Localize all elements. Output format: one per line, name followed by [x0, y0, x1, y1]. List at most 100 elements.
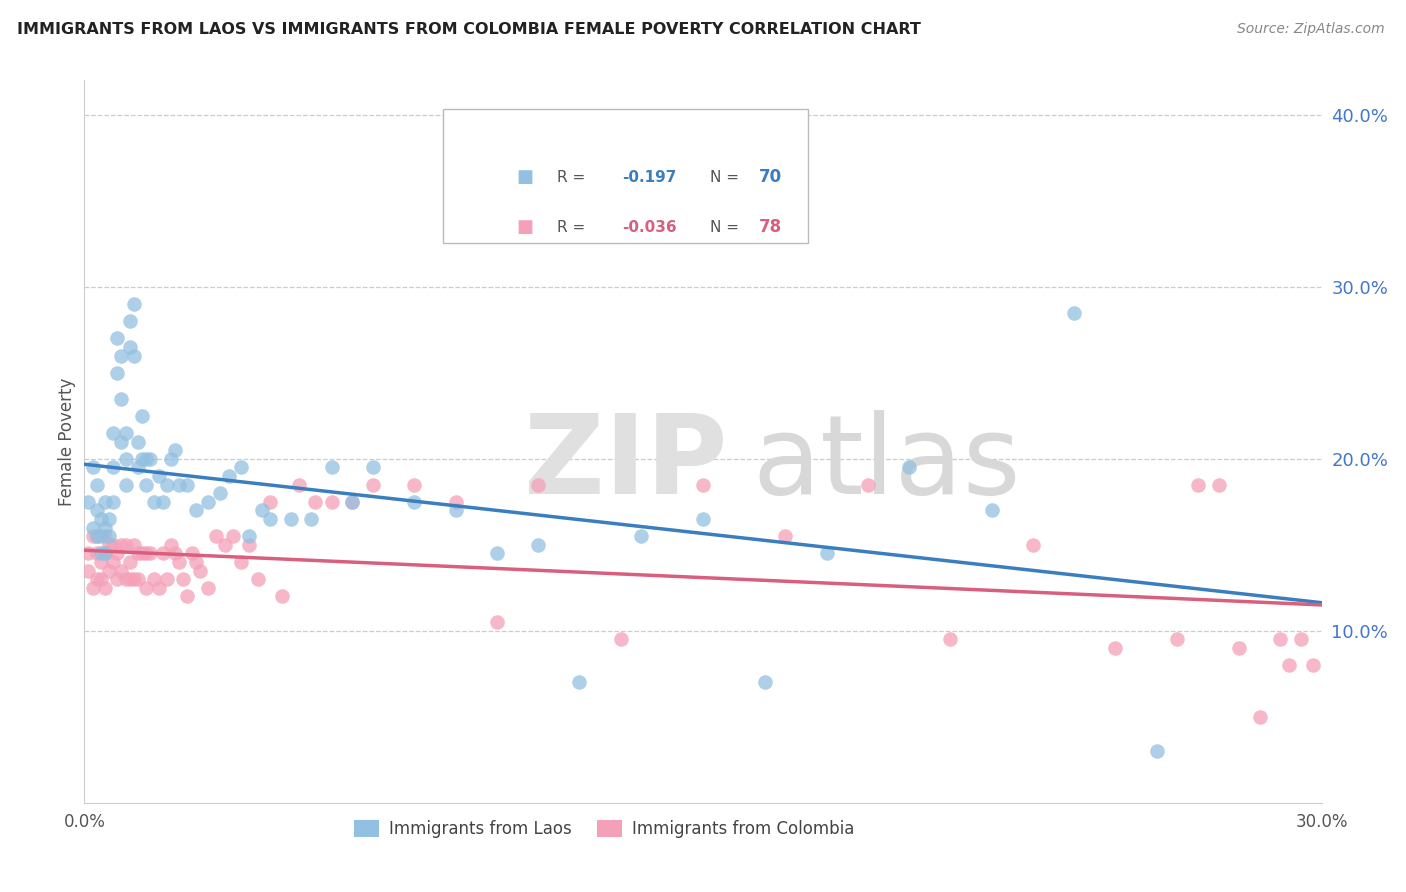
Point	[361, 477, 384, 491]
Point	[444, 503, 467, 517]
Point	[127, 572, 149, 586]
Point	[815, 546, 838, 560]
Point	[1208, 477, 1230, 491]
Point	[404, 477, 426, 491]
Point	[105, 331, 128, 345]
Point	[86, 572, 108, 586]
Point	[86, 477, 108, 491]
Point	[160, 538, 183, 552]
Point	[1022, 538, 1045, 552]
Point	[103, 460, 125, 475]
Text: ZIP: ZIP	[524, 409, 728, 516]
Point	[692, 477, 714, 491]
FancyBboxPatch shape	[443, 109, 808, 243]
Point	[131, 546, 153, 560]
Point	[139, 451, 162, 466]
Text: IMMIGRANTS FROM LAOS VS IMMIGRANTS FROM COLOMBIA FEMALE POVERTY CORRELATION CHAR: IMMIGRANTS FROM LAOS VS IMMIGRANTS FROM …	[17, 22, 921, 37]
Point	[110, 349, 132, 363]
Point	[110, 392, 132, 406]
Point	[114, 572, 136, 586]
Point	[77, 564, 100, 578]
Point	[197, 581, 219, 595]
Point	[122, 297, 145, 311]
Point	[90, 555, 112, 569]
Y-axis label: Female Poverty: Female Poverty	[58, 377, 76, 506]
Point	[165, 546, 187, 560]
Point	[205, 529, 228, 543]
Point	[165, 443, 187, 458]
Point	[135, 546, 157, 560]
Point	[122, 349, 145, 363]
Point	[118, 555, 141, 569]
Point	[288, 477, 311, 491]
Point	[1104, 640, 1126, 655]
Point	[1166, 632, 1188, 647]
Point	[304, 494, 326, 508]
Point	[110, 564, 132, 578]
Point	[114, 538, 136, 552]
Point	[485, 615, 508, 630]
Text: -0.036: -0.036	[623, 219, 678, 235]
Point	[1063, 305, 1085, 319]
Point	[118, 340, 141, 354]
Point	[1227, 640, 1250, 655]
Point	[114, 477, 136, 491]
Point	[103, 494, 125, 508]
Point	[299, 512, 322, 526]
Legend: Immigrants from Laos, Immigrants from Colombia: Immigrants from Laos, Immigrants from Co…	[347, 814, 860, 845]
Point	[1146, 744, 1168, 758]
Point	[404, 494, 426, 508]
Point	[110, 434, 132, 449]
Point	[82, 460, 104, 475]
Point	[259, 512, 281, 526]
Point	[568, 675, 591, 690]
Text: R =: R =	[557, 169, 591, 185]
Point	[180, 546, 202, 560]
Text: R =: R =	[557, 219, 591, 235]
Point	[361, 460, 384, 475]
Point	[630, 529, 652, 543]
Point	[250, 503, 273, 517]
Point	[280, 512, 302, 526]
Point	[131, 409, 153, 423]
Point	[135, 477, 157, 491]
Point	[259, 494, 281, 508]
Point	[238, 538, 260, 552]
Point	[103, 425, 125, 440]
Point	[118, 314, 141, 328]
Text: 70: 70	[759, 168, 782, 186]
Point	[103, 538, 125, 552]
Point	[1289, 632, 1312, 647]
Point	[184, 503, 207, 517]
Point	[1249, 710, 1271, 724]
Point	[110, 538, 132, 552]
Text: 78: 78	[759, 219, 782, 236]
Point	[105, 366, 128, 380]
Point	[167, 555, 190, 569]
Point	[184, 555, 207, 569]
Point	[139, 546, 162, 560]
Point	[131, 451, 153, 466]
Point	[754, 675, 776, 690]
Text: Source: ZipAtlas.com: Source: ZipAtlas.com	[1237, 22, 1385, 37]
Point	[98, 529, 121, 543]
Point	[609, 632, 631, 647]
Point	[90, 572, 112, 586]
Point	[94, 581, 117, 595]
Point	[82, 529, 104, 543]
Point	[321, 494, 343, 508]
Point	[527, 477, 550, 491]
Point	[143, 494, 166, 508]
Point	[77, 494, 100, 508]
Point	[160, 451, 183, 466]
Point	[118, 572, 141, 586]
Point	[188, 564, 211, 578]
Point	[856, 477, 879, 491]
Text: ■: ■	[517, 219, 534, 236]
Point	[135, 581, 157, 595]
Point	[127, 460, 149, 475]
Point	[105, 572, 128, 586]
Point	[143, 572, 166, 586]
Point	[1270, 632, 1292, 647]
Point	[127, 546, 149, 560]
